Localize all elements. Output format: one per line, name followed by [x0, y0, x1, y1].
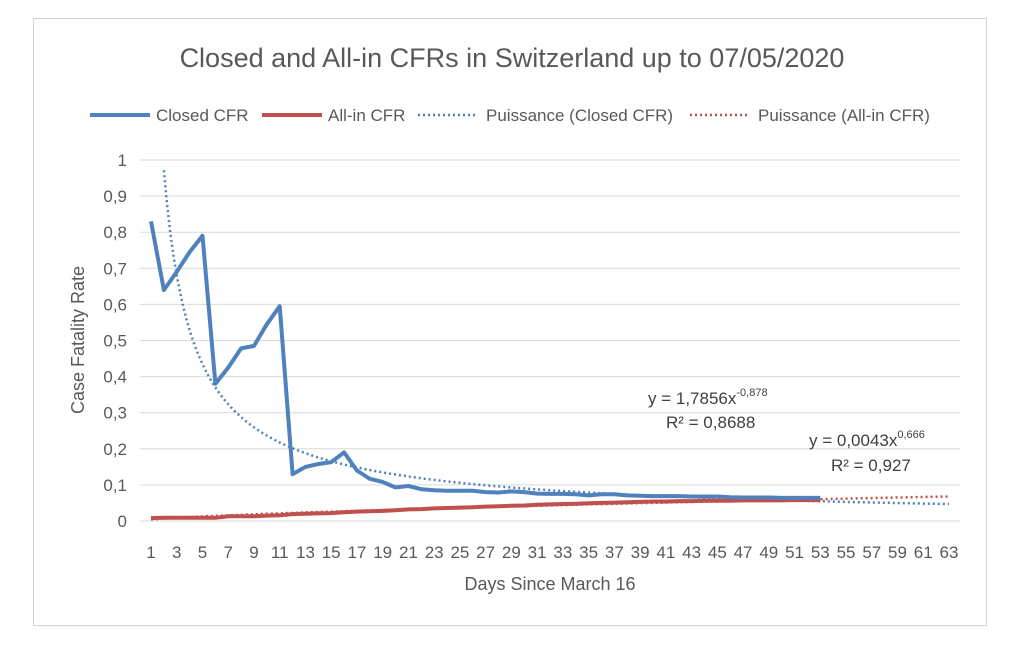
x-tick-label: 63: [940, 543, 959, 562]
x-tick-label: 37: [605, 543, 624, 562]
x-tick-label: 31: [528, 543, 547, 562]
x-tick-label: 43: [682, 543, 701, 562]
trend-r2-closed: R² = 0,8688: [666, 413, 755, 432]
x-tick-label: 53: [811, 543, 830, 562]
legend-label-closed-cfr: Closed CFR: [156, 106, 249, 125]
y-tick-label: 0,4: [103, 368, 127, 387]
series-lines: [149, 221, 821, 521]
x-tick-label: 5: [198, 543, 207, 562]
x-axis-label: Days Since March 16: [464, 574, 635, 594]
trend-eq-allin-exp: 0,666: [897, 429, 925, 441]
x-tick-label: 35: [579, 543, 598, 562]
x-tick-label: 57: [862, 543, 881, 562]
y-axis-ticks: 0 0,1 0,2 0,3 0,4 0,5 0,6 0,7 0,8 0,9 1: [103, 151, 127, 531]
x-tick-label: 3: [172, 543, 181, 562]
x-tick-label: 7: [223, 543, 232, 562]
trend-r2-allin: R² = 0,927: [831, 456, 911, 475]
y-tick-label: 0,8: [103, 223, 127, 242]
trend-equation-closed: y = 1,7856x-0,878 R² = 0,8688: [648, 387, 768, 432]
y-tick-label: 1: [118, 151, 127, 170]
legend-label-allin-cfr: All-in CFR: [328, 106, 405, 125]
y-tick-label: 0,9: [103, 187, 127, 206]
svg-text:y = 1,7856x-0,878: y = 1,7856x-0,878: [648, 387, 768, 408]
y-tick-label: 0,6: [103, 295, 127, 314]
y-tick-label: 0,7: [103, 259, 127, 278]
x-tick-label: 9: [249, 543, 258, 562]
trend-eq-closed-base: y = 1,7856x: [648, 389, 737, 408]
x-tick-label: 49: [759, 543, 778, 562]
trend-eq-closed-exp: -0,878: [736, 387, 767, 399]
x-tick-label: 29: [502, 543, 521, 562]
y-axis-label: Case Fatality Rate: [68, 266, 88, 414]
legend-label-power-allin: Puissance (All-in CFR): [758, 106, 930, 125]
chart-frame: [33, 18, 987, 626]
y-tick-label: 0,1: [103, 476, 127, 495]
x-tick-label: 15: [322, 543, 341, 562]
legend-label-power-closed: Puissance (Closed CFR): [486, 106, 673, 125]
trendlines: [150, 170, 950, 521]
x-tick-label: 51: [785, 543, 804, 562]
y-tick-label: 0,3: [103, 404, 127, 423]
trend-equation-allin: y = 0,0043x0,666 R² = 0,927: [809, 429, 925, 475]
x-tick-label: 19: [373, 543, 392, 562]
x-tick-label: 11: [271, 543, 289, 562]
svg-text:y = 0,0043x0,666: y = 0,0043x0,666: [809, 429, 925, 450]
x-tick-label: 39: [631, 543, 650, 562]
chart-title: Closed and All-in CFRs in Switzerland up…: [180, 43, 845, 73]
series-line-closed-cfr: [149, 221, 821, 500]
x-tick-label: 33: [553, 543, 572, 562]
trend-eq-allin-base: y = 0,0043x: [809, 431, 898, 450]
x-axis-ticks: 1 3 5 7 9 11 13 15 17 19 21 23 25 27 29 31 33 35 37 39 41 43 4…: [146, 543, 958, 562]
legend: Closed CFR All-in CFR Puissance (Closed …: [90, 106, 930, 125]
x-tick-label: 23: [425, 543, 444, 562]
y-tick-label: 0: [118, 512, 127, 531]
x-tick-label: 59: [888, 543, 907, 562]
x-tick-label: 55: [837, 543, 856, 562]
y-tick-label: 0,5: [103, 332, 127, 351]
x-tick-label: 21: [399, 543, 418, 562]
x-tick-label: 61: [914, 543, 933, 562]
x-tick-label: 1: [146, 543, 155, 562]
x-tick-label: 41: [656, 543, 675, 562]
x-tick-label: 27: [476, 543, 495, 562]
x-tick-label: 17: [347, 543, 366, 562]
y-tick-label: 0,2: [103, 440, 127, 459]
x-tick-label: 45: [708, 543, 727, 562]
gridlines: [140, 159, 960, 486]
x-tick-label: 47: [734, 543, 753, 562]
x-tick-label: 25: [450, 543, 469, 562]
series-line-allin-cfr: [150, 498, 821, 521]
x-tick-label: 13: [296, 543, 315, 562]
